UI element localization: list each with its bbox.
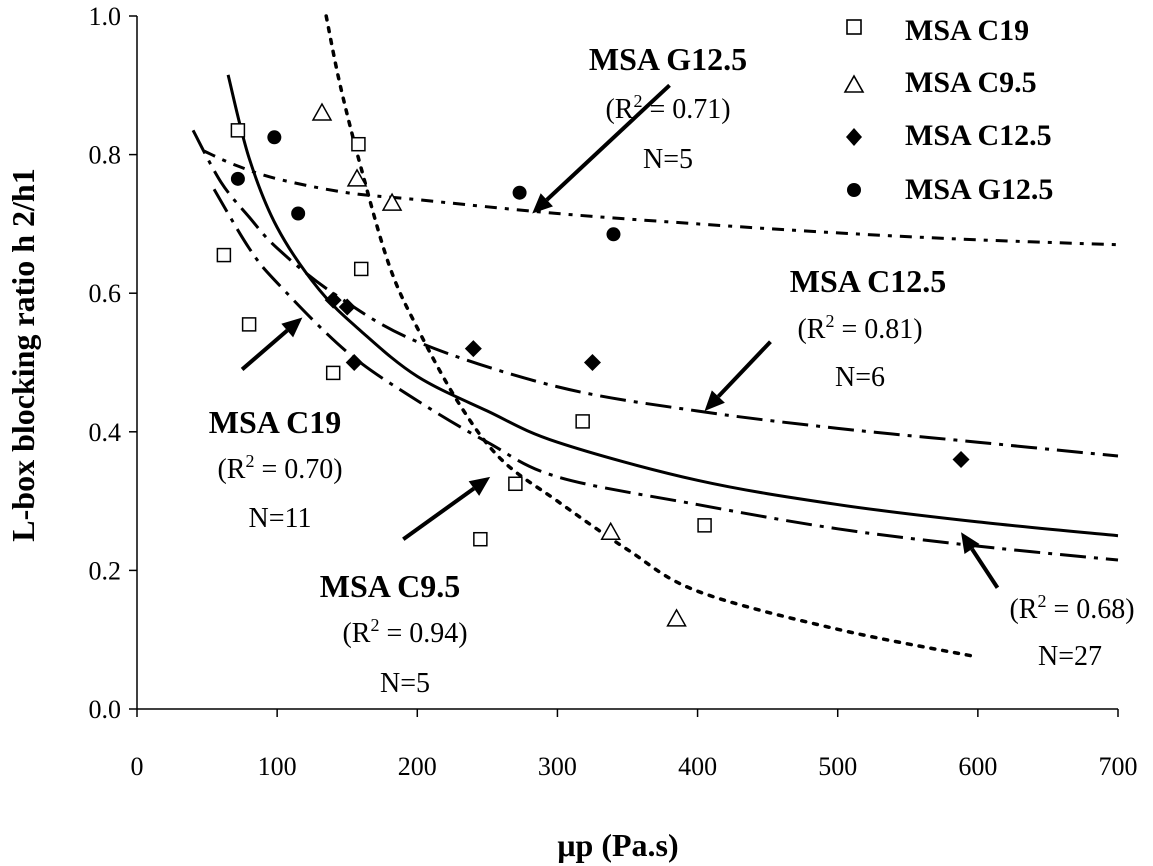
annotation-g125-r2: (R2 = 0.71): [605, 91, 730, 125]
annotation-c19-r2: (R2 = 0.70): [217, 451, 342, 485]
legend-label-c95: MSA C9.5: [905, 66, 1037, 99]
legend-marker-c125: [846, 128, 862, 146]
data-point-s2-4: [583, 354, 601, 371]
legend-label-g125: MSA G12.5: [905, 173, 1053, 206]
legend: MSA C19 MSA C9.5 MSA C12.5 MSA G12.5: [843, 14, 1053, 206]
arrow-g125-head: [532, 193, 553, 214]
data-point-s2-1: [338, 298, 356, 316]
legend-marker-c95: [843, 74, 865, 93]
y-axis-title: L-box blocking ratio h 2/h1: [5, 168, 41, 541]
fit-curve-2: [226, 74, 1119, 538]
fit-curve-1: [191, 129, 1119, 458]
annotation-g125-n: N=5: [643, 144, 693, 175]
x-tick-label: 500: [818, 752, 857, 781]
annotation-c95-title: MSA C9.5: [320, 568, 460, 604]
fit-curve-0: [203, 149, 1119, 247]
data-point-s2-5: [952, 451, 970, 469]
arrow-c125-shaft: [716, 340, 772, 398]
y-tick-label: 0.8: [89, 141, 122, 170]
data-point-s2-2: [345, 354, 363, 371]
annotation-c125-r2: (R2 = 0.81): [797, 311, 922, 345]
annotation-all-n: N=27: [1038, 641, 1102, 672]
annotation-all-r2: (R2 = 0.68): [1009, 591, 1134, 625]
data-point-s3-0: [230, 171, 245, 186]
x-tick-label: 300: [538, 752, 577, 781]
y-tick-label: 0.2: [89, 556, 122, 585]
arrow-all-head: [961, 532, 980, 554]
arrow-c95-shaft: [402, 486, 476, 541]
arrow-c125-head: [704, 390, 725, 412]
data-point-s0-6: [508, 476, 523, 492]
annotation-c125: MSA C12.5 (R2 = 0.81) N=6: [790, 263, 946, 393]
data-point-s0-4: [351, 136, 366, 152]
arrow-all-shaft: [970, 547, 1000, 589]
data-point-s0-1: [216, 247, 232, 263]
data-point-s0-2: [241, 317, 257, 332]
data-point-s1-1: [346, 168, 368, 187]
x-tick-label: 400: [678, 752, 717, 781]
annotation-c19-title: MSA C19: [209, 404, 341, 440]
data-point-s0-8: [575, 414, 590, 429]
data-point-s0-5: [353, 261, 369, 277]
annotation-c95-n: N=5: [380, 668, 430, 699]
fit-curve-3: [212, 188, 1119, 562]
annotation-g125: MSA G12.5 (R2 = 0.71) N=5: [589, 41, 747, 175]
legend-label-c125: MSA C12.5: [905, 119, 1052, 152]
data-point-s0-3: [325, 365, 341, 381]
y-tick-label: 1.0: [89, 2, 122, 31]
annotation-c125-n: N=6: [835, 362, 885, 393]
arrow-c19-shaft: [240, 329, 289, 371]
x-tick-label: 200: [398, 752, 437, 781]
x-tick-label: 700: [1099, 752, 1138, 781]
data-point-s3-3: [512, 185, 527, 200]
annotation-all: (R2 = 0.68) N=27: [1009, 591, 1134, 672]
data-point-s0-7: [473, 531, 488, 547]
data-point-s0-0: [230, 123, 246, 138]
annotation-c19: MSA C19 (R2 = 0.70) N=11: [209, 404, 343, 534]
data-point-s1-2: [381, 192, 403, 211]
data-point-s3-4: [606, 227, 621, 242]
data-point-s0-9: [697, 518, 712, 533]
x-tick-label: 100: [258, 752, 297, 781]
legend-label-c19: MSA C19: [905, 14, 1029, 47]
y-tick-label: 0.4: [89, 418, 122, 447]
annotation-g125-title: MSA G12.5: [589, 41, 747, 77]
annotation-arrows: [240, 83, 1000, 589]
axes: 0.0 0.2 0.4 0.6 0.8 1.0 0 100 200 300 400 500 600 700: [89, 2, 1138, 781]
y-tick-label: 0.6: [89, 279, 122, 308]
fit-curves: [191, 14, 1119, 659]
data-point-s2-0: [324, 291, 342, 309]
x-tick-label: 0: [131, 752, 144, 781]
x-axis-title: μp (Pa.s): [557, 827, 678, 863]
y-tick-label: 0.0: [89, 695, 122, 724]
annotation-c95: MSA C9.5 (R2 = 0.94) N=5: [320, 568, 468, 699]
data-point-s1-0: [311, 102, 333, 121]
annotation-c125-title: MSA C12.5: [790, 263, 946, 299]
data-points: [216, 102, 970, 627]
data-point-s3-2: [291, 206, 306, 221]
fit-curve-4: [324, 14, 980, 659]
annotation-c95-r2: (R2 = 0.94): [342, 615, 467, 649]
data-point-s1-3: [600, 521, 621, 541]
x-tick-label: 600: [958, 752, 997, 781]
annotation-c19-n: N=11: [249, 503, 312, 534]
arrow-c95-head: [468, 476, 491, 496]
arrow-c19-head: [281, 317, 303, 338]
data-point-s1-4: [666, 608, 687, 627]
data-point-s3-1: [267, 130, 282, 145]
arrow-g125-shaft: [545, 83, 671, 202]
legend-marker-g125: [847, 183, 861, 197]
legend-marker-c19: [846, 19, 862, 35]
data-point-s2-3: [464, 340, 482, 358]
